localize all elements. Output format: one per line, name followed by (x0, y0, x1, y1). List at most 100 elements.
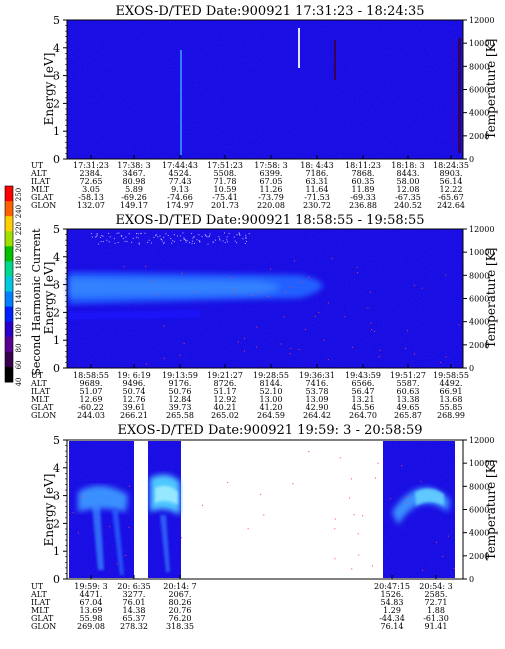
row-label: ALT (30, 590, 47, 599)
panel-1-streak (334, 40, 336, 80)
ephemeris-value: 77.43 (169, 177, 192, 186)
ephemeris-value: 13.68 (440, 395, 463, 404)
row-label: MLT (31, 395, 50, 404)
ephemeris-value: -71.53 (304, 193, 330, 202)
y-tick-label: 5 (53, 14, 60, 27)
panel-3: EXOS-D/TED Date:900921 19:59: 3 - 20:58:… (30, 423, 498, 631)
ephemeris-value: 266.21 (120, 411, 148, 420)
colorbar-swatch (5, 291, 13, 308)
y-right-tick-label: 10000 (469, 39, 494, 48)
y-tick-label: 1 (53, 125, 60, 138)
y-right-tick-label: 8000 (469, 271, 489, 280)
ephemeris-value: 58.00 (397, 177, 420, 186)
ephemeris-value: 19:59: 3 (74, 582, 107, 591)
ephemeris-value: 45.56 (352, 403, 375, 412)
y-right-tick-label: 6000 (469, 506, 489, 515)
colorbar-swatch (5, 351, 13, 368)
panel-3-right-axis: 0 2000 4000 6000 8000 10000 12000 (463, 436, 494, 584)
ephemeris-value: 3277. (123, 590, 146, 599)
ephemeris-value: 230.72 (303, 201, 331, 210)
row-label: MLT (31, 606, 50, 615)
ephemeris-value: 5587. (397, 379, 420, 388)
ephemeris-value: 8903. (440, 169, 463, 178)
colorbar-swatch (5, 201, 13, 217)
ephemeris-value: 60.35 (352, 177, 375, 186)
panel-3-segment (148, 441, 181, 578)
row-label: GLON (31, 201, 56, 210)
panel-1-streak (452, 40, 453, 150)
ephemeris-value: 7868. (352, 169, 375, 178)
ephemeris-value: -58.13 (78, 193, 104, 202)
colorbar-label: Second Harmonic Current (30, 228, 43, 376)
panel-2-ylabel: Energy [eV] (42, 262, 56, 335)
ephemeris-value: 20: 6:35 (117, 582, 150, 591)
ephemeris-value: 42.90 (306, 403, 329, 412)
ephemeris-value: 9.13 (171, 185, 189, 194)
panel-1-streak (180, 50, 182, 155)
ephemeris-value: 1.88 (427, 606, 445, 615)
ephemeris-value: 318.35 (166, 622, 194, 631)
ephemeris-value: 76.20 (169, 614, 192, 623)
ephemeris-value: 14.38 (123, 606, 146, 615)
y-right-tick-label: 0 (469, 155, 474, 164)
y-tick-label: 3 (53, 279, 60, 292)
colorbar-swatch (5, 231, 13, 247)
ephemeris-value: -73.79 (258, 193, 284, 202)
panel-3-segment (383, 441, 455, 578)
row-label: GLON (31, 622, 56, 631)
ephemeris-value: 265.02 (211, 411, 239, 420)
y-tick-label: 1 (53, 545, 60, 558)
ephemeris-value: 12.22 (440, 185, 463, 194)
ephemeris-value: 7186. (306, 169, 329, 178)
ephemeris-value: 19:58:55 (433, 371, 469, 380)
row-label: ILAT (31, 177, 51, 186)
ephemeris-value: 19:28:55 (253, 371, 289, 380)
ephemeris-value: -61.30 (423, 614, 449, 623)
row-label: ALT (30, 169, 47, 178)
panel-2: EXOS-D/TED Date:900921 18:58:55 - 19:58:… (30, 213, 498, 420)
ephemeris-value: 56.14 (440, 177, 463, 186)
ephemeris-value: 18:58:55 (73, 371, 109, 380)
ephemeris-value: 264.42 (303, 411, 331, 420)
ephemeris-value: 65.37 (123, 614, 146, 623)
y-tick-label: 1 (53, 334, 60, 347)
row-label: GLAT (31, 193, 54, 202)
row-label: GLON (31, 411, 56, 420)
panel-1-left-axis: 0 1 2 3 4 5 (53, 14, 67, 166)
ephemeris-value: -69.33 (350, 193, 376, 202)
panel-2-title: EXOS-D/TED Date:900921 18:58:55 - 19:58:… (115, 213, 424, 228)
y-right-tick-label: 2000 (469, 132, 489, 141)
y-tick-label: 3 (53, 70, 60, 83)
ephemeris-value: 12.08 (397, 185, 420, 194)
ephemeris-value: 236.88 (349, 201, 377, 210)
ephemeris-value: 67.04 (80, 598, 103, 607)
ephemeris-value: -44.34 (379, 614, 405, 623)
colorbar-swatch (5, 366, 13, 383)
ephemeris-value: 51.17 (214, 387, 237, 396)
ephemeris-value: 72.65 (80, 177, 103, 186)
colorbar-swatch (5, 216, 13, 232)
ephemeris-value: 19:36:31 (299, 371, 335, 380)
ephemeris-value: 63.31 (306, 177, 329, 186)
ephemeris-value: 220.08 (257, 201, 285, 210)
ephemeris-value: 3.05 (82, 185, 100, 194)
ephemeris-value: 269.08 (77, 622, 105, 631)
y-tick-label: 4 (53, 42, 60, 55)
y-tick-label: 0 (53, 573, 60, 586)
colorbar-swatch (5, 261, 13, 277)
ephemeris-value: 20.76 (169, 606, 192, 615)
colorbar-tick-label: 220 (15, 222, 23, 235)
row-label: GLAT (31, 614, 54, 623)
colorbar-tick-label: 200 (15, 239, 23, 252)
ephemeris-value: 55.85 (440, 403, 463, 412)
ephemeris-value: 278.32 (120, 622, 148, 631)
ephemeris-value: 80.98 (123, 177, 146, 186)
ephemeris-value: 174.97 (166, 201, 194, 210)
y-right-tick-label: 6000 (469, 295, 489, 304)
ephemeris-value: 76.01 (123, 598, 146, 607)
ephemeris-value: 50.76 (169, 387, 192, 396)
ephemeris-value: 1526. (381, 590, 404, 599)
ephemeris-value: 6566. (352, 379, 375, 388)
ephemeris-value: 72.71 (425, 598, 448, 607)
